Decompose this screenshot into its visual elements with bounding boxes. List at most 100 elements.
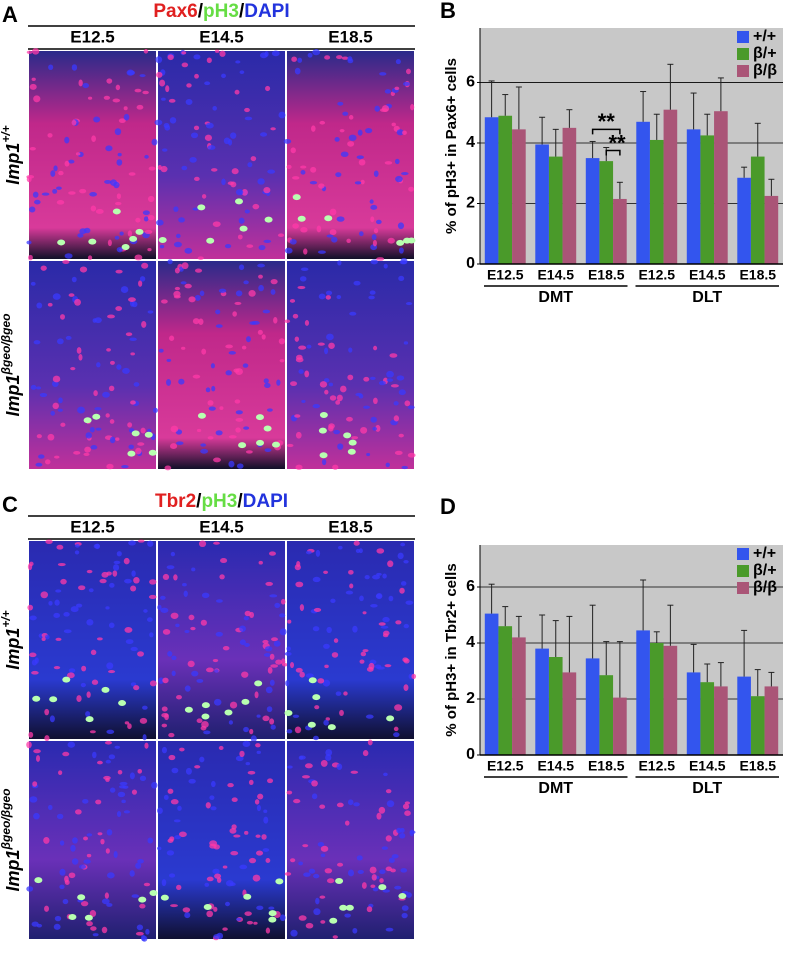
x-tick-label: E12.5: [638, 267, 675, 283]
nucleus: [114, 128, 122, 136]
nucleus: [212, 658, 219, 663]
nucleus: [348, 134, 357, 141]
nucleus: [196, 428, 202, 433]
nucleus: [169, 335, 175, 341]
nucleus: [305, 673, 314, 678]
nucleus: [26, 741, 32, 749]
y-axis-label: % of pH3+ in Tbr2+ cells: [443, 563, 460, 736]
nucleus: [211, 385, 216, 392]
nucleus: [161, 148, 168, 152]
nucleus: [369, 290, 376, 295]
nucleus: [271, 50, 280, 57]
nucleus: [388, 857, 395, 863]
nucleus: [173, 290, 181, 298]
nucleus: [338, 545, 343, 550]
nucleus: [389, 353, 398, 358]
nucleus: [347, 58, 354, 64]
mitotic-cell: [149, 889, 158, 896]
nucleus: [263, 816, 269, 824]
legend-label: β/β: [753, 62, 777, 79]
significance-label: **: [609, 130, 627, 155]
nucleus: [371, 874, 377, 881]
mitotic-cell: [327, 724, 336, 731]
nucleus: [181, 346, 186, 350]
nucleus: [122, 785, 129, 789]
nucleus: [404, 400, 411, 407]
nucleus: [398, 389, 406, 396]
nucleus: [335, 400, 341, 405]
nucleus: [385, 835, 392, 842]
nucleus: [328, 425, 334, 432]
group-label: DLT: [692, 780, 722, 797]
nucleus: [339, 709, 344, 717]
significance-bracket: [591, 128, 621, 135]
nucleus: [265, 686, 273, 694]
mitotic-cell: [292, 194, 301, 201]
nucleus: [299, 671, 305, 678]
nucleus: [68, 668, 76, 673]
nucleus: [262, 639, 269, 644]
legend-swatch: [737, 582, 749, 594]
mitotic-cell: [318, 427, 327, 434]
nucleus: [171, 670, 176, 677]
nucleus: [328, 342, 335, 349]
nucleus: [235, 188, 244, 196]
nucleus: [194, 294, 201, 301]
nucleus: [28, 254, 33, 261]
nucleus: [276, 379, 281, 386]
nucleus: [286, 646, 291, 652]
nucleus: [80, 900, 89, 907]
bar: [498, 115, 513, 264]
nucleus: [186, 83, 192, 88]
nucleus: [398, 275, 405, 281]
nucleus: [105, 848, 110, 854]
nucleus: [326, 333, 334, 341]
nucleus: [115, 269, 123, 274]
nucleus: [196, 678, 204, 683]
nucleus: [372, 239, 377, 247]
nucleus: [175, 623, 180, 628]
nucleus: [30, 281, 36, 286]
mitotic-cell: [312, 694, 321, 701]
mitotic-cell: [263, 425, 272, 432]
nucleus: [235, 60, 241, 64]
nucleus: [212, 868, 220, 874]
nucleus: [71, 64, 78, 71]
nucleus: [170, 612, 179, 619]
nucleus: [161, 706, 168, 712]
nucleus: [262, 715, 270, 722]
nucleus: [142, 734, 147, 741]
nucleus: [227, 782, 234, 788]
nucleus: [256, 804, 262, 812]
nucleus: [91, 135, 97, 142]
nucleus: [253, 921, 258, 925]
nucleus: [244, 116, 253, 121]
nucleus: [56, 813, 64, 820]
nucleus: [70, 366, 76, 371]
nucleus: [88, 588, 94, 593]
nucleus: [273, 317, 278, 324]
nucleus: [370, 884, 376, 888]
nucleus: [296, 560, 301, 567]
stain-title: Tbr2/pH3/DAPI: [155, 491, 288, 512]
nucleus: [355, 392, 363, 397]
nucleus: [174, 267, 180, 274]
nucleus: [147, 310, 154, 314]
nucleus: [312, 626, 320, 632]
nucleus: [130, 646, 138, 652]
nucleus: [335, 691, 342, 696]
nucleus: [284, 247, 293, 254]
bar: [599, 161, 614, 264]
micrograph: [158, 741, 285, 939]
nucleus: [134, 254, 143, 261]
bar: [613, 198, 627, 264]
x-tick-label: E12.5: [487, 267, 524, 283]
bar: [737, 177, 751, 264]
nucleus: [336, 216, 345, 222]
nucleus: [396, 129, 404, 136]
nucleus: [145, 928, 150, 935]
nucleus: [369, 866, 377, 874]
nucleus: [116, 810, 122, 817]
nucleus: [266, 408, 273, 412]
nucleus: [214, 669, 219, 673]
